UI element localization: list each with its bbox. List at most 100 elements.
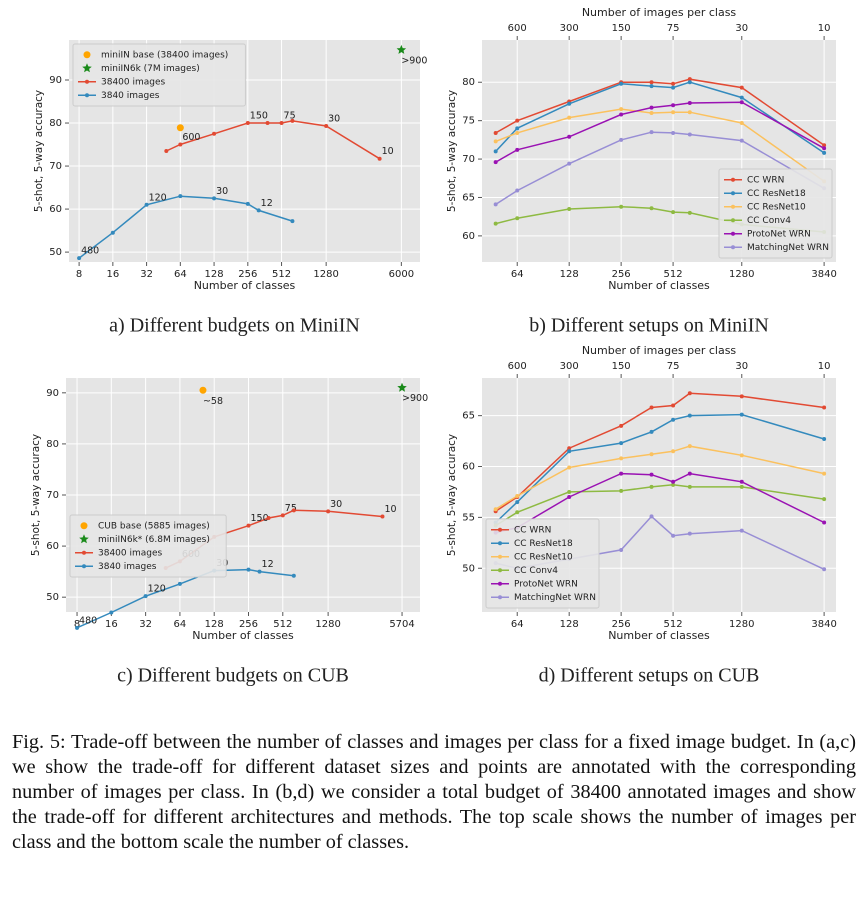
x-axis-label: Number of classes	[192, 629, 294, 642]
point-marker	[687, 444, 692, 449]
point-marker	[567, 489, 572, 494]
point-marker	[822, 150, 827, 155]
point-marker	[822, 405, 827, 410]
legend-box	[69, 514, 227, 578]
sub: a) Different budgets on MiniIN	[109, 315, 360, 337]
legend-box	[72, 43, 246, 107]
point-marker	[515, 147, 520, 152]
point-marker	[515, 494, 520, 499]
point-marker	[619, 441, 624, 446]
point-marker	[245, 201, 250, 206]
point-label: 75	[284, 111, 296, 122]
point-marker	[212, 131, 217, 136]
point-marker	[178, 142, 183, 147]
point-marker	[245, 121, 250, 126]
legend-label: 38400 images	[98, 548, 163, 558]
point-marker	[731, 245, 735, 250]
point-marker	[619, 547, 624, 552]
point-marker	[291, 508, 296, 513]
y-tick-label: 80	[49, 118, 62, 129]
point-marker	[649, 105, 654, 110]
x-tick-label: 1280	[729, 269, 754, 280]
point-marker	[822, 437, 827, 442]
y-tick-label: 75	[462, 116, 475, 127]
point-marker	[671, 482, 676, 487]
legend-label: miniIN6k* (6.8M images)	[98, 535, 210, 545]
point-marker	[83, 51, 91, 59]
y-tick-label: 60	[462, 462, 475, 473]
point-marker	[265, 121, 270, 126]
point-marker	[377, 156, 382, 161]
point-marker	[619, 456, 624, 461]
x2-tick-label: 600	[508, 361, 527, 372]
x-tick-label: 3840	[811, 619, 836, 630]
x-tick-label: 64	[174, 269, 187, 280]
point-marker	[493, 507, 498, 512]
point-marker	[164, 149, 169, 153]
point-marker	[687, 413, 692, 418]
point-marker	[515, 500, 520, 505]
legend-label: ProtoNet WRN	[747, 229, 811, 239]
legend-label: ProtoNet WRN	[514, 579, 578, 589]
point-marker	[498, 568, 502, 573]
point-label: 480	[81, 246, 99, 257]
point-marker	[649, 130, 654, 135]
figure-caption: Fig. 5: Trade-off between the number of …	[12, 731, 856, 853]
legend-box	[485, 518, 600, 609]
point-marker	[687, 77, 692, 82]
point-label: 600	[182, 132, 200, 143]
x-tick-label: 32	[140, 269, 153, 280]
point-marker	[498, 581, 502, 586]
point-marker	[144, 202, 149, 207]
y-tick-label: 65	[462, 192, 475, 203]
x2-tick-label: 300	[560, 23, 579, 34]
point-marker	[567, 449, 572, 454]
x2-tick-label: 300	[560, 361, 579, 372]
point-marker	[739, 138, 744, 143]
point-marker	[324, 124, 329, 129]
legend-label: CUB base (5885 images)	[98, 521, 210, 531]
point-marker	[380, 514, 385, 519]
legend: miniIN base (38400 images) miniIN6k (7M i…	[72, 43, 246, 107]
point-marker	[649, 84, 654, 89]
x2-tick-label: 150	[612, 23, 631, 34]
point-marker	[649, 472, 654, 477]
point-label: >900	[401, 55, 427, 66]
point-marker	[731, 218, 735, 223]
point-marker	[671, 130, 676, 135]
point-label: 10	[384, 504, 396, 515]
point-marker	[493, 221, 498, 226]
point-marker	[515, 216, 520, 221]
point-marker	[291, 573, 296, 578]
point-marker	[822, 146, 827, 151]
point-marker	[515, 510, 520, 515]
point-marker	[619, 81, 624, 86]
point-marker	[739, 528, 744, 533]
point-marker	[739, 85, 744, 90]
point-marker	[731, 231, 735, 236]
point-marker	[649, 484, 654, 489]
point-label: 12	[261, 198, 273, 209]
point-marker	[739, 120, 744, 125]
x-tick-label: 128	[205, 619, 224, 630]
point-marker	[687, 531, 692, 536]
x2-axis-label: Number of images per class	[582, 6, 737, 19]
point-marker	[567, 206, 572, 211]
point-marker	[671, 533, 676, 538]
point-marker	[567, 495, 572, 500]
y-tick-label: 80	[462, 77, 475, 88]
point-marker	[671, 110, 676, 115]
x-tick-label: 256	[612, 619, 631, 630]
point-marker	[110, 230, 115, 235]
point-marker	[280, 513, 285, 518]
point-label: 120	[148, 584, 166, 595]
point-marker	[822, 497, 827, 502]
legend-label: MatchingNet WRN	[514, 593, 596, 603]
x-tick-label: 5704	[389, 619, 414, 630]
y-tick-label: 70	[49, 161, 62, 172]
x-tick-label: 1280	[313, 269, 338, 280]
point-marker	[671, 210, 676, 215]
point-marker	[498, 554, 502, 559]
point-label: 150	[250, 111, 268, 122]
